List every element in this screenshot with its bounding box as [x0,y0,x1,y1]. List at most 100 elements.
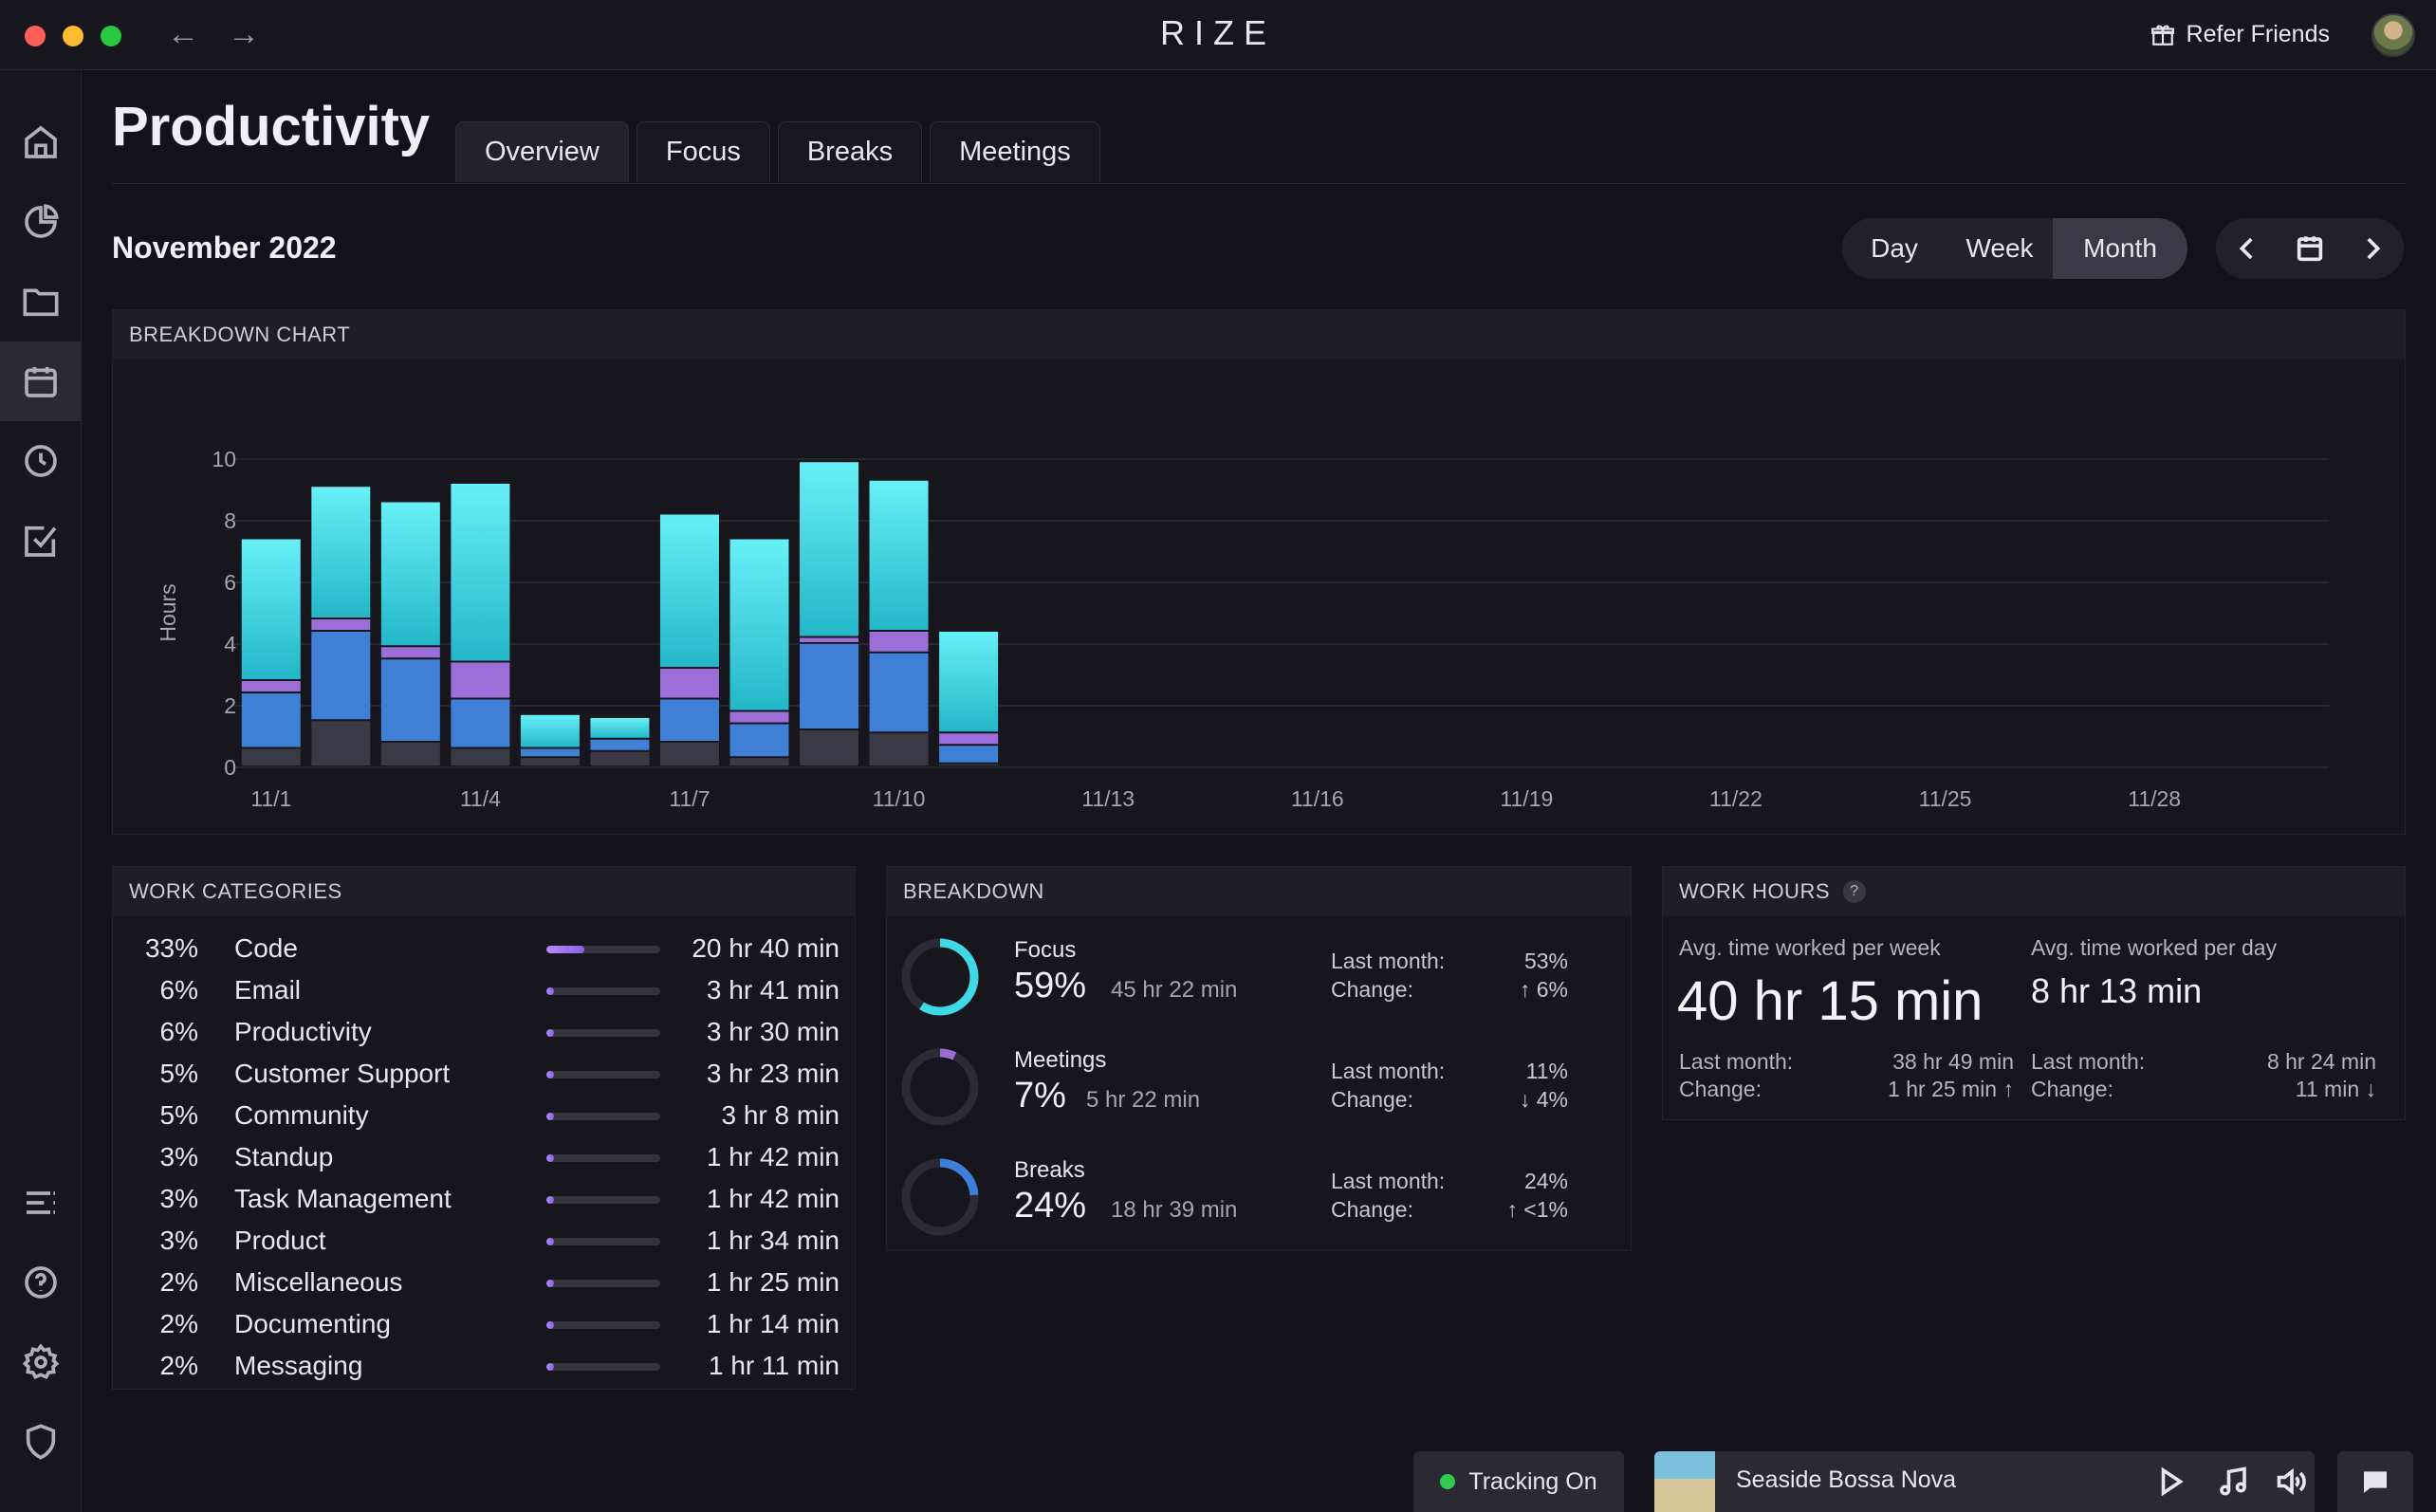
sidebar-item-calendar[interactable] [0,341,82,421]
work-hours-panel: WORK HOURS ? Avg. time worked per week 4… [1662,866,2406,1120]
range-week-button[interactable]: Week [1965,233,2034,263]
category-percent: 2% [159,1309,198,1338]
category-time: 1 hr 34 min [706,1226,840,1255]
change-label: Change: [1331,1197,1413,1222]
list-item[interactable]: 6% Email 3 hr 41 min [113,969,853,1011]
bar-segment [659,699,719,741]
x-tick-label: 11/1 [250,786,291,811]
bar-segment [451,748,510,765]
list-item[interactable]: 5% Customer Support 3 hr 23 min [113,1053,853,1095]
minimize-window-button[interactable] [63,26,83,46]
x-tick-label: 11/10 [873,786,926,811]
last-month-value: 24% [1523,1169,1568,1193]
category-time: 1 hr 14 min [706,1309,840,1338]
category-time: 20 hr 40 min [692,933,840,963]
title-bar: ← → RIZE Refer Friends [0,0,2436,70]
maximize-window-button[interactable] [101,26,121,46]
bar-segment [451,699,510,747]
bar-segment [241,748,301,765]
breakdown-list: Focus 59% 45 hr 22 min Last month: 53% Change… [887,867,1633,1252]
chevron-left-icon[interactable] [2231,232,2263,265]
list-item[interactable]: 2% Messaging 1 hr 11 min [113,1345,853,1387]
sidebar-item-tasks[interactable] [0,501,82,581]
avatar[interactable] [2371,13,2415,57]
category-name: Product [234,1226,326,1255]
sidebar-item-home[interactable] [0,102,82,182]
bar-segment [241,681,301,691]
range-day-button[interactable]: Day [1871,233,1918,263]
tab-overview[interactable]: Overview [455,121,629,182]
gift-icon [2150,24,2174,46]
sidebar-item-reports[interactable] [0,182,82,262]
week-last-month-label: Last month: [1679,1049,1794,1074]
bar-segment [729,724,789,757]
list-item[interactable]: 6% Productivity 3 hr 30 min [113,1011,853,1053]
bar-segment [451,484,510,661]
bar-segment [380,647,440,658]
y-axis-label: Hours [156,583,180,641]
pie-chart-icon [25,204,59,238]
list-item[interactable]: 2% Documenting 1 hr 14 min [113,1303,853,1345]
donut-ring [901,1158,979,1236]
play-icon[interactable] [2153,1465,2187,1499]
sidebar-item-history[interactable] [0,421,82,501]
breakdown-row: Breaks 24% 18 hr 39 min Last month: 24% Chang… [900,1144,1621,1248]
range-month-button[interactable]: Month [2053,218,2187,279]
category-time: 1 hr 42 min [706,1184,840,1213]
list-item[interactable]: 33% Code 20 hr 40 min [113,928,853,969]
breakdown-name: Focus [1014,937,1077,963]
chat-button[interactable] [2337,1451,2413,1512]
bar-11/9 [800,462,859,765]
sidebar-item-privacy[interactable] [0,1402,82,1482]
help-icon[interactable]: ? [1843,880,1866,903]
bar-segment [590,718,650,738]
bar-segment [311,487,371,618]
back-arrow-icon[interactable]: ← [167,16,199,52]
refer-friends-label: Refer Friends [2186,21,2330,47]
category-percent: 33% [144,933,198,963]
list-item[interactable]: 5% Community 3 hr 8 min [113,1095,853,1136]
tab-breaks[interactable]: Breaks [777,121,923,182]
tracking-toggle[interactable]: Tracking On [1413,1451,1624,1512]
week-change-value: 1 hr 25 min ↑ [1888,1077,2014,1101]
bar-segment [869,480,929,630]
refer-friends-button[interactable]: Refer Friends [2150,21,2330,48]
tab-meetings[interactable]: Meetings [930,121,1100,182]
folder-icon [23,288,59,317]
category-bar-fill [546,1238,554,1245]
sidebar-item-menu[interactable] [0,1163,82,1243]
period-pager [2216,218,2404,279]
list-item[interactable]: 2% Miscellaneous 1 hr 25 min [113,1262,853,1303]
week-change-label: Change: [1679,1077,1762,1101]
category-bar-fill [546,1280,554,1287]
bar-segment [520,714,580,747]
sidebar-item-projects[interactable] [0,262,82,341]
bar-segment [380,659,440,741]
breakdown-row: Focus 59% 45 hr 22 min Last month: 53% Change… [900,924,1621,1028]
sidebar-item-help[interactable] [0,1243,82,1322]
breakdown-chart-heading: BREAKDOWN CHART [113,310,2405,360]
breakdown-row: Meetings 7% 5 hr 22 min Last month: 11% Chang… [900,1034,1621,1138]
x-tick-label: 11/16 [1291,786,1344,811]
song-title: Seaside Bossa Nova [1736,1466,1957,1493]
donut-fill [901,938,979,1016]
sidebar-item-settings[interactable] [0,1322,82,1402]
music-note-icon[interactable] [2216,1465,2250,1499]
shield-icon [26,1424,56,1460]
forward-arrow-icon[interactable]: → [228,16,260,52]
chevron-right-icon[interactable] [2356,232,2389,265]
calendar-icon[interactable] [2294,232,2326,265]
list-item[interactable]: 3% Standup 1 hr 42 min [113,1136,853,1178]
tab-focus[interactable]: Focus [636,121,770,182]
list-item[interactable]: 3% Task Management 1 hr 42 min [113,1178,853,1220]
list-item[interactable]: 3% Product 1 hr 34 min [113,1220,853,1262]
bar-segment [311,619,371,630]
volume-icon[interactable] [2275,1465,2309,1499]
breakdown-name: Meetings [1014,1047,1107,1073]
x-tick-label: 11/25 [1919,786,1972,811]
y-tick-label: 10 [212,447,236,471]
category-bar [546,946,660,953]
category-bar [546,1071,660,1079]
close-window-button[interactable] [25,26,46,46]
bar-segment [241,539,301,679]
